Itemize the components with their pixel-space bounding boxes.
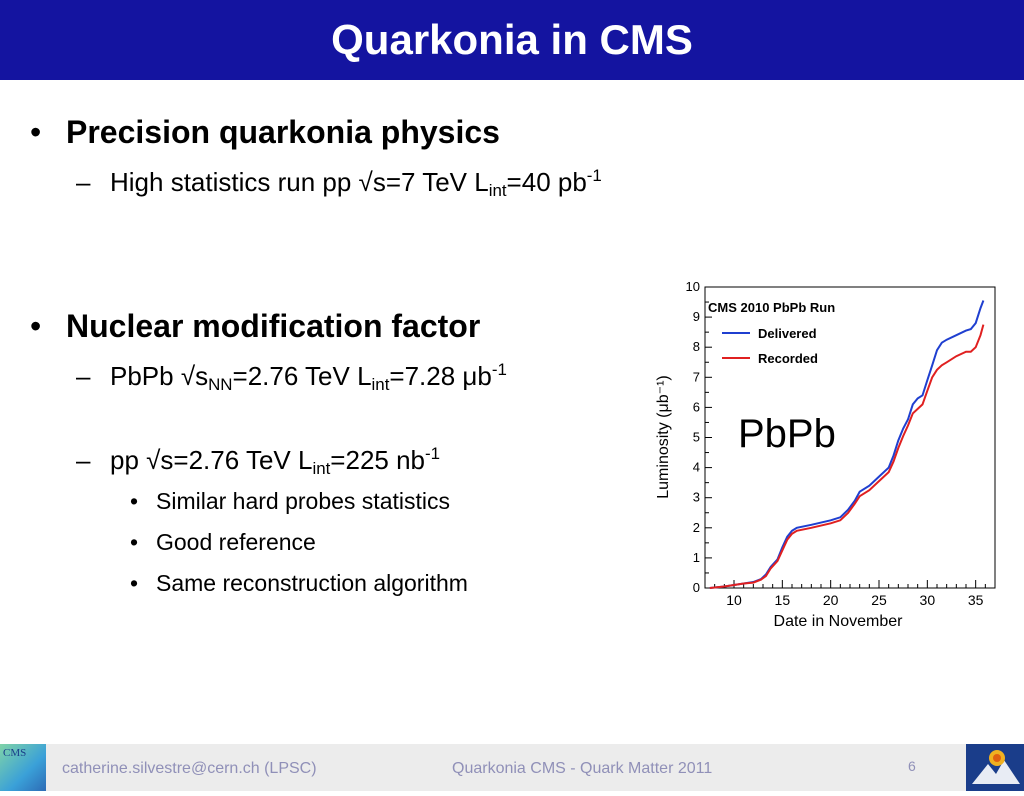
legend-label-delivered: Delivered xyxy=(758,326,817,341)
list-item: • Good reference xyxy=(130,529,316,556)
x-tick-label: 30 xyxy=(920,592,936,608)
chart-legend: Delivered Recorded xyxy=(722,326,818,366)
x-tick-label: 25 xyxy=(871,592,887,608)
y-axis-label: Luminosity (μb⁻¹) xyxy=(655,375,672,498)
footer: CMS catherine.silvestre@cern.ch (LPSC) Q… xyxy=(0,744,1024,791)
x-tick-label: 35 xyxy=(968,592,984,608)
y-tick-label: 10 xyxy=(686,279,700,294)
chart-title: CMS 2010 PbPb Run xyxy=(708,300,835,315)
bullet-heading: Nuclear modification factor xyxy=(66,308,481,344)
list-item: • Same reconstruction algorithm xyxy=(130,570,468,597)
lpsc-logo-icon xyxy=(966,744,1024,791)
luminosity-chart: 0 1 2 3 4 5 6 7 8 9 10 10 15 20 25 30 35 Delivered Record… xyxy=(655,279,996,630)
bullet-dot: • xyxy=(130,570,139,596)
x-tick-label: 20 xyxy=(823,592,839,608)
item-text: Good reference xyxy=(156,529,316,555)
sub-text: =40 pb xyxy=(506,167,587,197)
series-line-recorded xyxy=(709,324,985,589)
legend-label-recorded: Recorded xyxy=(758,351,818,366)
sub-bullet-pp276: – pp √s=2.76 TeV Lint=225 nb-1 xyxy=(76,444,440,479)
sub-text: =2.76 TeV L xyxy=(232,361,372,391)
y-tick-label: 7 xyxy=(693,369,700,384)
bullet-dot: • xyxy=(30,114,42,150)
y-tick-label: 3 xyxy=(693,490,700,505)
sub-text: pp √s=2.76 TeV L xyxy=(110,445,313,475)
sub-text: High statistics run pp √s=7 TeV L xyxy=(110,167,489,197)
x-tick-label: 10 xyxy=(726,592,742,608)
subscript: int xyxy=(312,459,331,478)
footer-email: catherine.silvestre@cern.ch (LPSC) xyxy=(62,760,317,777)
y-tick-label: 9 xyxy=(693,309,700,324)
list-item: • Similar hard probes statistics xyxy=(130,488,450,515)
sub-bullet-pbpb: – PbPb √sNN=2.76 TeV Lint=7.28 μb-1 xyxy=(76,360,507,395)
slide-title: Quarkonia in CMS xyxy=(331,16,693,63)
plot-label-pbpb: PbPb xyxy=(738,412,836,456)
chart-ticks: 0 1 2 3 4 5 6 7 8 9 10 10 15 20 25 30 35 xyxy=(686,279,986,608)
bullet-dot: • xyxy=(130,488,139,514)
y-tick-label: 8 xyxy=(693,339,700,354)
bullet-dot: • xyxy=(130,529,139,555)
sub-text: =7.28 μb xyxy=(389,361,492,391)
sub-bullet-pp7: – High statistics run pp √s=7 TeV Lint=40… xyxy=(76,166,602,201)
y-tick-label: 0 xyxy=(693,580,700,595)
item-text: Similar hard probes statistics xyxy=(156,488,450,514)
superscript: -1 xyxy=(425,444,441,463)
subscript: int xyxy=(488,181,507,200)
cms-logo-icon: CMS xyxy=(0,744,46,791)
page-number: 6 xyxy=(908,758,916,774)
item-text: Same reconstruction algorithm xyxy=(156,570,468,596)
superscript: -1 xyxy=(586,166,602,185)
footer-center-text: Quarkonia CMS - Quark Matter 2011 xyxy=(452,760,713,777)
subscript: int xyxy=(371,375,390,394)
y-tick-label: 5 xyxy=(693,430,700,445)
bullet-dot: • xyxy=(30,308,42,344)
subscript: NN xyxy=(208,375,233,394)
y-tick-label: 2 xyxy=(693,520,700,535)
cms-logo-text: CMS xyxy=(3,747,27,759)
y-tick-label: 1 xyxy=(693,550,700,565)
chart-series xyxy=(709,300,985,589)
dash-marker: – xyxy=(76,445,91,475)
title-bar: Quarkonia in CMS xyxy=(0,0,1024,80)
bullet-heading: Precision quarkonia physics xyxy=(66,114,500,150)
sub-text: PbPb √s xyxy=(110,361,209,391)
x-tick-label: 15 xyxy=(775,592,791,608)
sub-text: =225 nb xyxy=(330,445,426,475)
y-tick-label: 4 xyxy=(693,460,700,475)
dash-marker: – xyxy=(76,167,91,197)
dash-marker: – xyxy=(76,361,91,391)
y-tick-label: 6 xyxy=(693,399,700,414)
superscript: -1 xyxy=(491,360,507,379)
lpsc-logo-graphic xyxy=(972,750,1020,784)
x-axis-label: Date in November xyxy=(774,613,904,630)
